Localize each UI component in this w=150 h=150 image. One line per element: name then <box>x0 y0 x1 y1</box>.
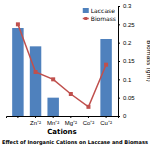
y-tick-mark <box>118 43 120 44</box>
x-tick: Zn⁺² <box>30 116 41 126</box>
x-axis: Zn⁺² Mn⁺² Mg⁺² Co⁺² Cu⁺² <box>7 116 119 126</box>
y-tick-mark <box>118 61 120 62</box>
marker <box>16 22 20 26</box>
x-tick-mark <box>17 116 18 118</box>
x-axis-title: Cations <box>47 128 77 136</box>
legend-swatch <box>83 8 89 13</box>
bar <box>47 98 58 116</box>
y-tick-label: 0.15 <box>123 58 135 64</box>
x-tick-label: Mn⁺² <box>47 120 59 126</box>
marker-series <box>16 22 108 109</box>
x-tick: Co⁺² <box>83 116 95 126</box>
bar <box>83 116 94 117</box>
x-tick-label: Mg⁺² <box>65 120 77 126</box>
marks <box>12 22 112 116</box>
title: Effect of Inorganic Cations on Laccase a… <box>2 139 148 146</box>
bar-series <box>12 28 112 116</box>
legend-swatch <box>83 18 89 20</box>
y-axis: 0 0.05 0.1 0.15 0.2 0.25 0.3 <box>118 3 135 119</box>
legend-marker <box>84 17 87 20</box>
chart: Zn⁺²Mn⁺²Mg⁺²Co⁺²Cu⁺²00.050.10.150.20.250… <box>0 0 150 150</box>
y-tick-mark <box>118 79 120 80</box>
y-tick-mark <box>118 24 120 25</box>
y-tick: 0.2 <box>118 40 132 46</box>
y-tick: 0.25 <box>118 22 135 28</box>
y-tick-label: 0.25 <box>123 22 135 28</box>
legend-label: Laccase <box>91 7 115 14</box>
bar <box>12 28 23 116</box>
bar <box>30 46 41 116</box>
y-tick-mark <box>118 98 120 99</box>
bar <box>65 116 76 117</box>
x-axis-line <box>7 117 119 119</box>
y-axis-title: Biomass (gm) <box>145 40 150 81</box>
x-tick-mark <box>106 116 107 118</box>
y-tick-label: 0.2 <box>123 40 132 46</box>
y-axis-line <box>119 7 121 117</box>
x-tick-mark <box>53 116 54 118</box>
x-tick-mark <box>35 116 36 118</box>
y-tick-label: 0 <box>123 113 127 119</box>
y-tick-mark <box>118 6 120 7</box>
marker <box>86 105 90 109</box>
y-tick: 0.05 <box>118 95 135 101</box>
y-tick: 0.3 <box>118 3 132 9</box>
y-tick: 0 <box>118 113 127 119</box>
x-tick-label: Zn⁺² <box>30 120 41 126</box>
y-tick-label: 0.05 <box>123 95 135 101</box>
marker <box>34 70 38 74</box>
x-tick: Cu⁺² <box>100 116 112 126</box>
x-tick-label: Co⁺² <box>83 120 95 126</box>
x-tick <box>17 116 18 118</box>
y-tick: 0.1 <box>118 77 132 83</box>
legend-item: Laccase <box>83 7 115 14</box>
marker <box>69 92 73 96</box>
legend-item: Biomass <box>83 15 116 22</box>
bar <box>100 39 111 116</box>
legend: LaccaseBiomass <box>83 7 116 22</box>
marker <box>51 77 55 81</box>
plot: Zn⁺²Mn⁺²Mg⁺²Co⁺²Cu⁺²00.050.10.150.20.250… <box>7 3 136 126</box>
y-tick-label: 0.3 <box>123 3 132 9</box>
x-tick-mark <box>88 116 89 118</box>
x-tick-mark <box>70 116 71 118</box>
y-tick-label: 0.1 <box>123 77 132 83</box>
y-tick: 0.15 <box>118 58 135 64</box>
line <box>18 24 106 107</box>
marker <box>104 63 108 67</box>
x-tick: Mn⁺² <box>47 116 59 126</box>
x-tick: Mg⁺² <box>65 116 77 126</box>
x-tick-label: Cu⁺² <box>100 120 112 126</box>
legend-label: Biomass <box>91 15 116 22</box>
y-tick-mark <box>118 116 120 117</box>
